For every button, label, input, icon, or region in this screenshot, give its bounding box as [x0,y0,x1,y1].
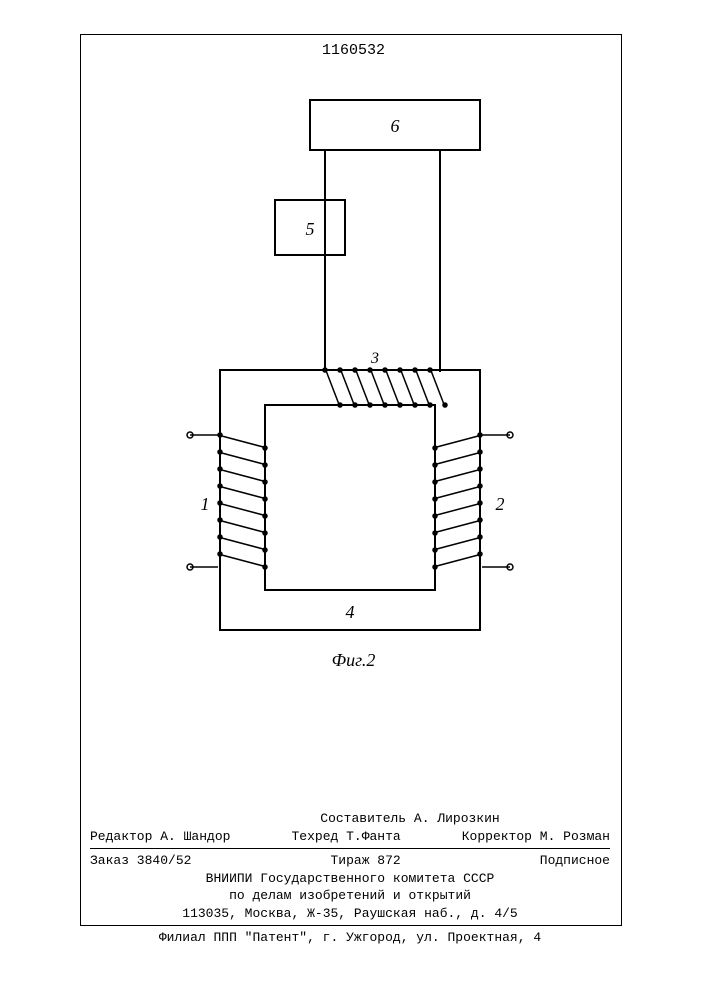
figure-caption: Фиг.2 [0,650,707,671]
techred: Техред Т.Фанта [291,828,400,846]
label-4: 4 [346,602,355,622]
credits-row-2: Заказ 3840/52 Тираж 872 Подписное [90,852,610,870]
core-inner [265,405,435,590]
address-line: 113035, Москва, Ж-35, Раушская наб., д. … [90,905,610,923]
org-line-1: ВНИИПИ Государственного комитета СССР [90,870,610,888]
label-6: 6 [391,116,400,136]
compiler-line: Составитель А. Лирозкин [90,810,610,828]
divider-1 [90,848,610,849]
subscription: Подписное [540,852,610,870]
label-2: 2 [496,494,505,514]
corrector: Корректор М. Розман [462,828,610,846]
coil-1 [187,432,267,570]
editor: Редактор А. Шандор [90,828,230,846]
credits-row-1: Редактор А. Шандор Техред Т.Фанта Коррек… [90,828,610,846]
document-number: 1160532 [0,42,707,59]
coil-3 [323,368,447,407]
order: Заказ 3840/52 [90,852,191,870]
divider-2 [90,925,610,926]
label-5: 5 [306,219,315,239]
org-line-2: по делам изобретений и открытий [90,887,610,905]
tirage: Тираж 872 [330,852,400,870]
label-3: 3 [370,350,379,367]
figure-diagram: 6 5 3 [160,90,540,650]
credits-block: Составитель А. Лирозкин Редактор А. Шанд… [90,810,610,947]
branch-line: Филиал ППП "Патент", г. Ужгород, ул. Про… [90,929,610,947]
label-1: 1 [201,494,210,514]
